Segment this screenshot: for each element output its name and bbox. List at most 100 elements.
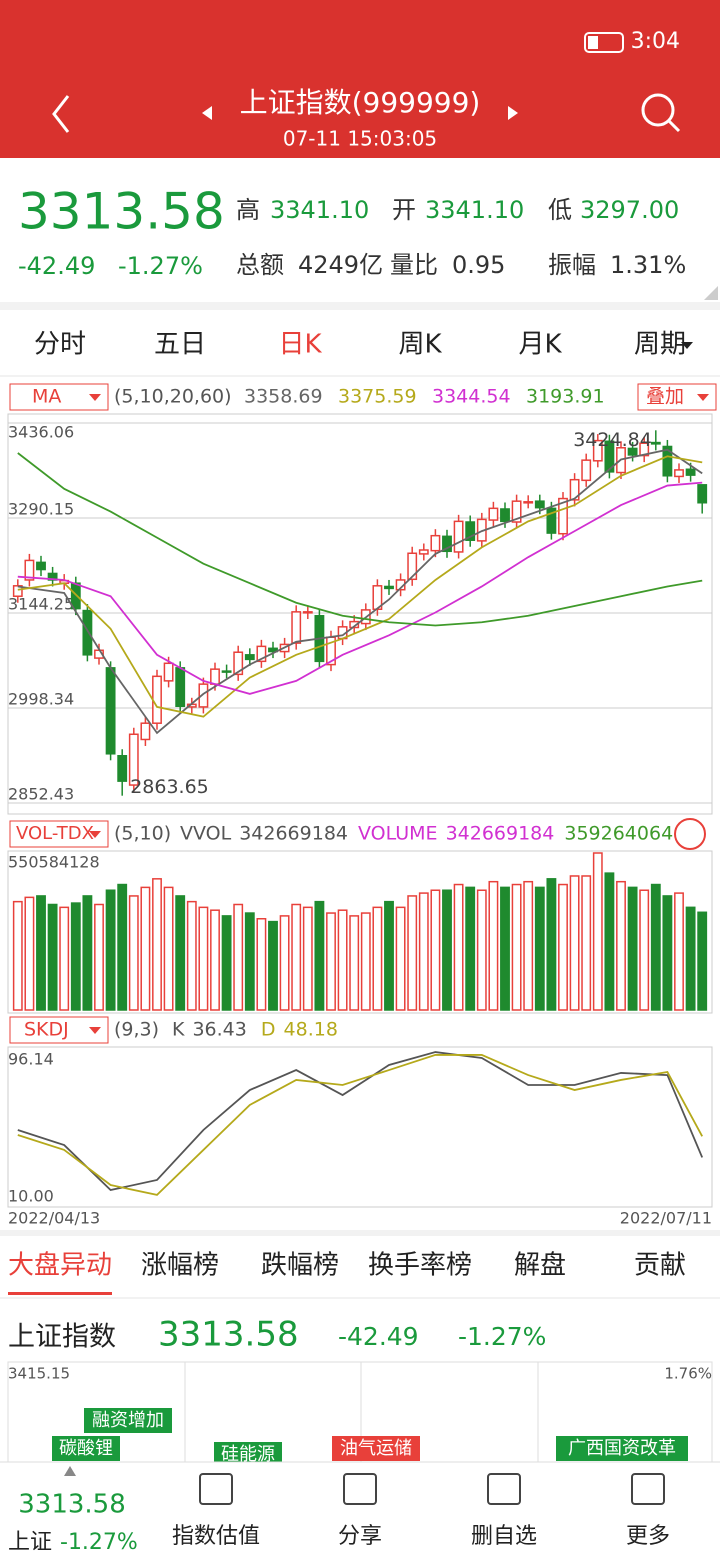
- volume-bar: [70, 902, 81, 1011]
- indicator-select[interactable]: [9, 383, 109, 411]
- tab[interactable]: 跌幅榜: [261, 1251, 339, 1281]
- candle-body: [291, 611, 302, 644]
- tag[interactable]: [84, 1408, 172, 1433]
- volume-bar: [302, 906, 313, 1011]
- volume-bar: [326, 912, 336, 1011]
- volume-bar: [430, 889, 441, 1011]
- divider: [0, 1230, 720, 1236]
- tab[interactable]: 换手率榜: [368, 1251, 472, 1281]
- candle-body: [407, 552, 418, 581]
- next-stock[interactable]: [508, 106, 518, 120]
- volume-bar: [372, 906, 383, 1011]
- tag[interactable]: [332, 1436, 420, 1461]
- tab[interactable]: 周期: [634, 330, 686, 360]
- settings-button[interactable]: [674, 818, 706, 850]
- tab[interactable]: 分时: [34, 330, 86, 360]
- candle-body: [256, 645, 267, 663]
- candle-body: [418, 549, 429, 555]
- tab[interactable]: 五日: [154, 330, 206, 360]
- volume-bar: [442, 889, 452, 1011]
- y-tick-label: 3144.25: [8, 594, 74, 613]
- stat-value: 4249亿: [298, 251, 383, 279]
- legend-label: VVOL: [180, 823, 232, 845]
- volume-bar: [221, 915, 232, 1011]
- tab[interactable]: 日K: [278, 330, 322, 360]
- y-tick-label: 550584128: [8, 853, 100, 872]
- tab[interactable]: 解盘: [514, 1251, 566, 1281]
- clock: 3:04: [631, 29, 680, 54]
- nav-item[interactable]: 分享: [338, 1524, 382, 1549]
- candle-body: [442, 535, 452, 553]
- nav-item[interactable]: 更多: [626, 1524, 670, 1549]
- legend-value: 36.43: [192, 1019, 246, 1041]
- tab[interactable]: 月K: [518, 330, 562, 360]
- candle-body: [117, 754, 128, 782]
- y-tick-label: 2852.43: [8, 785, 74, 804]
- summary-change: -42.49: [338, 1322, 419, 1351]
- tag[interactable]: [52, 1436, 120, 1461]
- volume-bar: [256, 918, 267, 1011]
- tag-label: 碳酸锂: [59, 1438, 113, 1459]
- volume-bar: [314, 900, 325, 1011]
- volume-bar: [511, 883, 522, 1011]
- legend-label: K: [172, 1019, 185, 1041]
- volume-bar: [534, 886, 545, 1011]
- volume-bar: [186, 900, 197, 1011]
- ma-line: [17, 452, 703, 627]
- indicator-params: (5,10): [114, 823, 171, 845]
- tag[interactable]: [214, 1442, 282, 1462]
- indicator-select[interactable]: [9, 1016, 109, 1044]
- volume-bar: [592, 852, 603, 1011]
- stat-label: 低: [548, 196, 572, 224]
- stat-label: 总额: [236, 251, 284, 279]
- volume-bar: [639, 889, 650, 1011]
- candle-body: [105, 667, 116, 755]
- prev-stock[interactable]: [202, 106, 212, 120]
- y-tick-label: 96.14: [8, 1050, 54, 1069]
- tab[interactable]: 贡献: [634, 1251, 686, 1281]
- candle-body: [558, 497, 568, 535]
- indicator-name: MA: [32, 386, 61, 408]
- back-button[interactable]: [52, 95, 70, 133]
- dropdown-arrow: [89, 394, 101, 401]
- candle-body: [233, 651, 244, 676]
- volume-pane: [7, 850, 713, 1014]
- legend-value: 359264064: [564, 823, 673, 845]
- tab[interactable]: 涨幅榜: [141, 1251, 219, 1281]
- candle-body: [662, 445, 673, 477]
- search-button[interactable]: [641, 93, 675, 127]
- indicator-select[interactable]: [9, 820, 109, 848]
- volume-bar: [233, 903, 244, 1011]
- stat-value: 3341.10: [270, 196, 369, 224]
- candle-body: [128, 733, 139, 786]
- dropdown-arrow: [681, 342, 693, 349]
- mini-top-left: 3415.15: [8, 1365, 70, 1383]
- ma-legend-value: 3375.59: [338, 386, 417, 408]
- volume-bar: [453, 883, 464, 1011]
- mini-top-right: 1.76%: [664, 1365, 712, 1383]
- volume-bar: [152, 878, 162, 1011]
- tab[interactable]: 周K: [398, 330, 442, 360]
- candle-body: [36, 561, 46, 571]
- volume-bar: [24, 896, 35, 1011]
- indicator-line: [17, 1054, 703, 1196]
- nav-item[interactable]: 删自选: [471, 1524, 537, 1549]
- nav-item[interactable]: 指数估值: [172, 1524, 260, 1549]
- legend-value: 342669184: [446, 823, 555, 845]
- candle-body: [488, 507, 499, 521]
- expand-arrow[interactable]: [64, 1466, 76, 1476]
- overlay-button[interactable]: [637, 383, 717, 411]
- candle-body: [685, 468, 696, 476]
- tab[interactable]: 大盘异动: [8, 1251, 112, 1281]
- tag[interactable]: [556, 1436, 688, 1461]
- start-date: 2022/04/13: [8, 1209, 100, 1228]
- volume-bar: [82, 895, 93, 1011]
- volume-bar: [395, 906, 406, 1011]
- summary-change-pct: -1.27%: [458, 1322, 546, 1351]
- expand-corner[interactable]: [704, 286, 718, 300]
- candle-body: [12, 585, 23, 597]
- volume-bar: [569, 875, 580, 1011]
- volume-bar: [581, 875, 592, 1011]
- volume-bar: [650, 883, 661, 1011]
- candle-body: [140, 722, 151, 741]
